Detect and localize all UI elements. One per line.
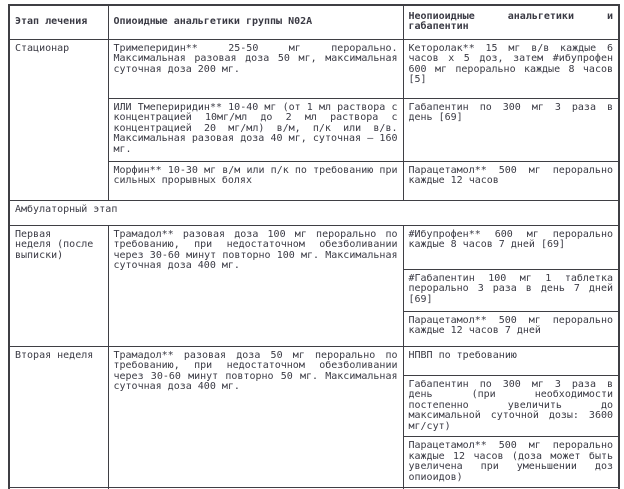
cell-inpatient-opioid-alt-trimeperidine: ИЛИ Тмепериридин** 10-40 мг (от 1 мл рас… — [107, 97, 404, 162]
header-cell-stage: Этап лечения — [8, 4, 109, 40]
table-section-row: Амбулаторный этап — [8, 199, 620, 226]
table-row: Стационар Тримеперидин** 25-50 мг перора… — [8, 38, 620, 201]
header-cell-opioids: Опиоидные анальгетики группы N02A — [107, 4, 404, 40]
cell-week2-opioid-tramadol: Трамадол** разовая доза 50 мг перорально… — [107, 345, 404, 488]
table-header-row: Этап лечения Опиоидные анальгетики групп… — [8, 4, 620, 40]
cell-stage-week1: Первая неделя (после выписки) — [8, 224, 109, 347]
table-row: Парацетамол** 500 мг перорально каждые 1… — [9, 436, 620, 488]
cell-inpatient-opioid-morphine: Морфин** 10-30 мг в/м или п/к по требова… — [107, 160, 404, 201]
cell-week2-nonopioid-gabapentin: Габапентин по 300 мг 3 раза в день (при … — [402, 374, 620, 437]
header-cell-nonopioids: Неопиоидные анальгетики и габапентин — [402, 4, 620, 40]
cell-week1-opioid-tramadol: Трамадол** разовая доза 100 мг пероральн… — [107, 224, 404, 347]
treatment-stages-table: Этап лечения Опиоидные анальгетики групп… — [8, 4, 620, 489]
cell-outpatient-stage-header: Амбулаторный этап — [8, 199, 620, 226]
cell-week2-nonopioid-paracetamol: Парацетамол** 500 мг перорально каждые 1… — [402, 436, 620, 488]
cell-inpatient-nonopioid-gabapentin: Габапентин по 300 мг 3 раза в день [69] — [402, 97, 620, 162]
cell-week1-nonopioid-ibuprofen: #Ибупрофен** 600 мг перорально каждые 8 … — [402, 224, 620, 270]
table-row: ИЛИ Тмепериридин** 10-40 мг (от 1 мл рас… — [9, 97, 620, 162]
table-row: Первая неделя (после выписки) Трамадол**… — [8, 224, 620, 347]
cell-week1-nonopioid-gabapentin: #Габапентин 100 мг 1 таблетка перорально… — [402, 268, 620, 312]
table-row: Вторая неделя Трамадол** разовая доза 50… — [8, 345, 620, 488]
cell-partial-nonopioid — [402, 487, 620, 489]
cell-inpatient-nonopioid-paracetamol: Парацетамол** 500 мг перорально каждые 1… — [402, 160, 620, 201]
cell-stage-week2: Вторая неделя — [8, 345, 109, 488]
table-row: Парацетамол** 500 мг перорально каждые 1… — [9, 310, 620, 347]
table-row-partial — [8, 487, 620, 489]
cell-week2-nonopioid-nsaid: НПВП по требованию — [402, 345, 620, 376]
table-row: Морфин** 10-30 мг в/м или п/к по требова… — [9, 160, 620, 201]
table-row: Габапентин по 300 мг 3 раза в день (при … — [9, 374, 620, 437]
cell-week1-nonopioid-paracetamol: Парацетамол** 500 мг перорально каждые 1… — [402, 310, 620, 347]
cell-stage-inpatient: Стационар — [8, 38, 109, 201]
cell-inpatient-nonopioid-ketorolac: Кеторолак** 15 мг в/в каждые 6 часов х 5… — [402, 38, 620, 99]
cell-inpatient-opioid-trimeperidine: Тримеперидин** 25-50 мг перорально. Макс… — [107, 38, 404, 99]
